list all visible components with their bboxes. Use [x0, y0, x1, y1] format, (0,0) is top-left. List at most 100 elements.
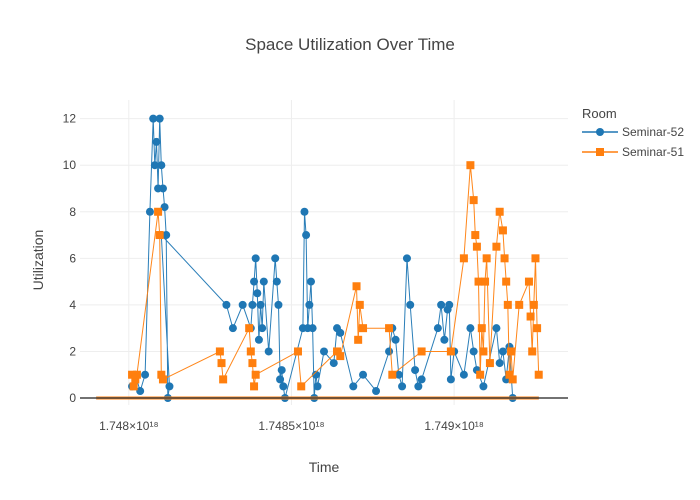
data-point[interactable]: [445, 300, 454, 309]
data-point[interactable]: [256, 300, 265, 309]
data-point[interactable]: [433, 324, 442, 333]
data-point[interactable]: [477, 324, 486, 333]
data-point[interactable]: [417, 347, 426, 356]
data-point[interactable]: [272, 277, 281, 286]
data-point[interactable]: [157, 370, 166, 379]
data-point[interactable]: [505, 370, 514, 379]
data-point[interactable]: [219, 375, 228, 384]
data-point[interactable]: [271, 254, 280, 263]
data-point[interactable]: [414, 382, 423, 391]
data-point[interactable]: [469, 196, 478, 205]
data-point[interactable]: [129, 382, 138, 391]
data-point[interactable]: [507, 347, 516, 356]
data-point[interactable]: [215, 347, 224, 356]
data-point[interactable]: [128, 370, 137, 379]
data-point[interactable]: [466, 324, 475, 333]
data-point[interactable]: [354, 335, 363, 344]
data-point[interactable]: [250, 277, 259, 286]
data-point[interactable]: [485, 359, 494, 368]
data-point[interactable]: [492, 324, 501, 333]
data-point[interactable]: [534, 370, 543, 379]
data-point[interactable]: [349, 382, 358, 391]
data-point[interactable]: [359, 324, 368, 333]
data-point[interactable]: [417, 375, 426, 384]
data-point[interactable]: [471, 231, 480, 240]
data-point[interactable]: [154, 207, 163, 216]
data-point[interactable]: [149, 114, 158, 123]
data-point[interactable]: [472, 242, 481, 251]
data-point[interactable]: [531, 254, 540, 263]
data-point[interactable]: [440, 335, 449, 344]
data-point[interactable]: [155, 114, 164, 123]
data-point[interactable]: [411, 366, 420, 375]
data-point[interactable]: [498, 347, 507, 356]
data-point[interactable]: [508, 375, 517, 384]
data-point[interactable]: [165, 382, 174, 391]
data-point[interactable]: [300, 207, 309, 216]
data-point[interactable]: [479, 347, 488, 356]
data-point[interactable]: [131, 375, 140, 384]
data-point[interactable]: [533, 324, 542, 333]
data-point[interactable]: [459, 370, 468, 379]
data-point[interactable]: [398, 382, 407, 391]
data-point[interactable]: [495, 359, 504, 368]
data-point[interactable]: [155, 231, 164, 240]
data-point[interactable]: [160, 203, 169, 212]
data-point[interactable]: [320, 347, 328, 356]
data-point[interactable]: [352, 282, 361, 291]
data-point[interactable]: [336, 328, 345, 337]
data-point[interactable]: [259, 277, 268, 286]
data-point[interactable]: [359, 370, 368, 379]
data-point[interactable]: [474, 277, 483, 286]
data-point[interactable]: [217, 359, 226, 368]
data-point[interactable]: [150, 161, 159, 170]
data-point[interactable]: [526, 312, 535, 321]
data-point[interactable]: [388, 370, 397, 379]
data-point[interactable]: [246, 347, 255, 356]
data-point[interactable]: [529, 300, 538, 309]
data-point[interactable]: [228, 324, 237, 333]
data-point[interactable]: [293, 347, 302, 356]
data-point[interactable]: [502, 277, 511, 286]
data-point[interactable]: [248, 300, 257, 309]
data-point[interactable]: [250, 382, 259, 391]
data-point[interactable]: [132, 370, 141, 379]
data-point[interactable]: [136, 387, 145, 396]
data-point[interactable]: [498, 226, 507, 235]
data-point[interactable]: [238, 300, 247, 309]
data-point[interactable]: [305, 300, 314, 309]
data-point[interactable]: [302, 231, 311, 240]
data-point[interactable]: [145, 207, 154, 216]
data-point[interactable]: [495, 207, 504, 216]
data-point[interactable]: [152, 137, 161, 146]
data-point[interactable]: [253, 289, 262, 298]
data-point[interactable]: [297, 382, 306, 391]
data-point[interactable]: [336, 352, 345, 361]
data-point[interactable]: [372, 387, 381, 396]
data-point[interactable]: [274, 300, 283, 309]
data-point[interactable]: [500, 254, 509, 263]
data-point[interactable]: [333, 347, 342, 356]
data-point[interactable]: [245, 324, 254, 333]
data-point[interactable]: [437, 300, 446, 309]
data-point[interactable]: [254, 335, 263, 344]
data-point[interactable]: [264, 347, 273, 356]
data-point[interactable]: [385, 324, 394, 333]
data-point[interactable]: [157, 161, 166, 170]
data-point[interactable]: [482, 254, 491, 263]
data-point[interactable]: [248, 359, 257, 368]
data-point[interactable]: [329, 359, 338, 368]
data-point[interactable]: [503, 300, 512, 309]
data-point[interactable]: [158, 184, 167, 193]
data-point[interactable]: [251, 370, 260, 379]
data-point[interactable]: [158, 375, 167, 384]
data-point[interactable]: [308, 324, 317, 333]
data-point[interactable]: [492, 242, 501, 251]
data-point[interactable]: [394, 370, 403, 379]
data-point[interactable]: [402, 254, 411, 263]
data-point[interactable]: [258, 324, 267, 333]
data-point[interactable]: [313, 382, 322, 391]
data-point[interactable]: [466, 161, 475, 170]
data-point[interactable]: [306, 277, 315, 286]
legend-item[interactable]: Seminar-52: [582, 125, 684, 139]
